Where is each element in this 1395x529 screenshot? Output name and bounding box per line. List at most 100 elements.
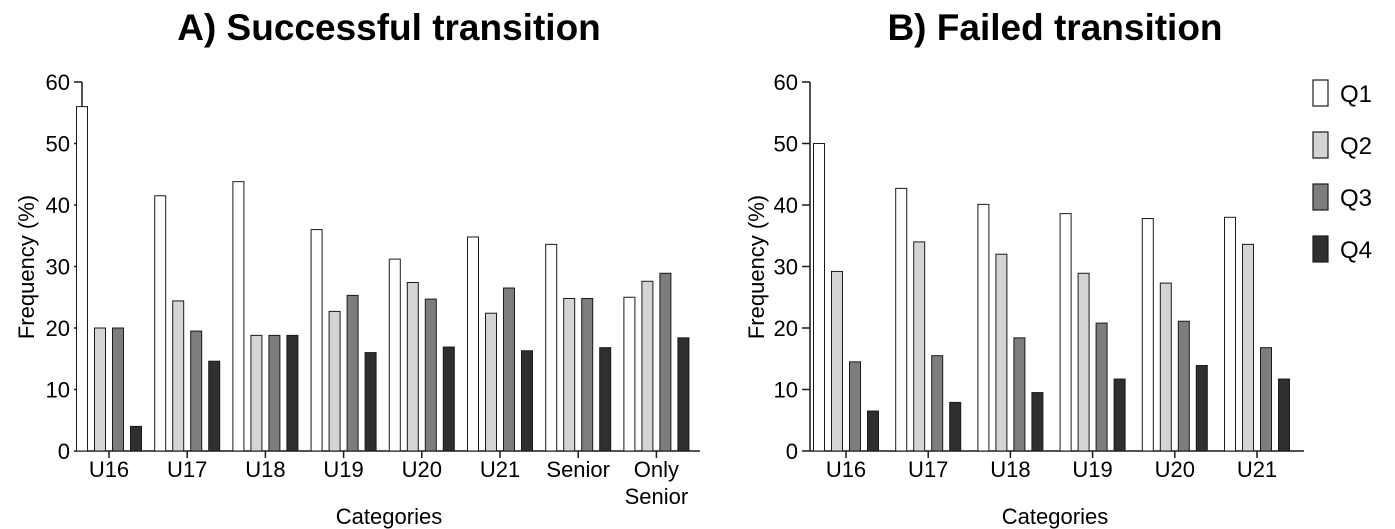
bar-q1-only-senior [623, 296, 636, 452]
bar-q4-u17 [949, 401, 962, 452]
legend-label-q2: Q2 [1340, 133, 1372, 160]
bar-q2-u17 [172, 300, 185, 452]
x-tick-label: U20 [1155, 457, 1195, 482]
bar-q2-u16 [831, 270, 843, 452]
bar-q1-u18 [232, 181, 245, 452]
y-tick-label: 20 [46, 316, 70, 341]
legend-label-q1: Q1 [1340, 81, 1372, 108]
y-tick-label: 10 [774, 378, 798, 403]
x-tick-label: U19 [1072, 457, 1112, 482]
bar-q2-u17 [913, 241, 926, 452]
y-tick-label: 30 [774, 255, 798, 280]
bar-q3-u21 [503, 287, 515, 452]
bar-q2-only-senior [641, 280, 654, 452]
bar-q3-u18 [1013, 337, 1026, 452]
y-tick-label: 50 [774, 132, 798, 157]
bar-q1-u20 [1141, 218, 1154, 452]
bar-q2-u21 [1242, 243, 1254, 452]
legend-label-q4: Q4 [1340, 237, 1372, 264]
y-tick-label: 40 [46, 193, 70, 218]
x-tick-label: U16 [89, 457, 129, 482]
legend: Q1 Q2 Q3 Q4 [1312, 79, 1372, 264]
bar-q3-u19 [1095, 322, 1108, 452]
bar-q4-u21 [521, 350, 533, 452]
bar-q1-u21 [1224, 216, 1236, 452]
bar-q1-u16 [813, 143, 825, 452]
y-tick-label: 20 [774, 316, 798, 341]
bar-q1-u21 [467, 236, 479, 452]
bar-q4-u20 [442, 346, 455, 452]
bar-q3-u17 [931, 355, 944, 452]
x-axis-label-a: Categories [336, 504, 442, 529]
y-tick-label: 50 [46, 132, 70, 157]
y-tick-label: 60 [46, 70, 70, 95]
y-tick-label: 10 [46, 378, 70, 403]
legend-swatch-q4 [1312, 235, 1329, 263]
bar-q4-only-senior [677, 337, 690, 452]
chart-title-b: B) Failed transition [887, 7, 1222, 48]
x-tick-label: U18 [990, 457, 1030, 482]
bar-q3-u16 [112, 327, 124, 452]
legend-swatch-q3 [1312, 183, 1329, 211]
bar-q3-senior [581, 297, 594, 452]
bar-q4-u16 [130, 425, 142, 452]
bar-q1-u16 [76, 106, 88, 452]
bar-q3-u18 [268, 334, 281, 452]
x-axis-label-b: Categories [1002, 504, 1108, 529]
x-tick-label: U19 [323, 457, 363, 482]
bar-q1-u19 [310, 229, 323, 452]
y-tick-label: 40 [774, 193, 798, 218]
x-tick-label: Only Senior [625, 457, 689, 509]
chart-title-a: A) Successful transition [177, 7, 601, 48]
y-axis-label-b: Frequency (%) [744, 195, 769, 339]
legend-swatch-q1 [1312, 79, 1329, 107]
bar-q2-u19 [328, 310, 341, 452]
bar-q3-u20 [1177, 320, 1190, 452]
bar-q4-u21 [1278, 378, 1290, 452]
y-tick-label: 30 [46, 255, 70, 280]
bar-q1-u19 [1059, 213, 1072, 452]
bar-q4-senior [599, 347, 612, 452]
bar-q3-u20 [424, 298, 437, 452]
y-tick-label: 0 [58, 439, 70, 464]
bar-q4-u18 [286, 334, 299, 452]
legend-swatch-q2 [1312, 131, 1329, 159]
bar-q4-u16 [867, 410, 879, 452]
chart-panel-a: A) Successful transition Frequency (%) C… [14, 7, 700, 529]
bar-q4-u20 [1195, 365, 1208, 452]
bar-q1-senior [545, 243, 558, 452]
x-tick-label: U18 [245, 457, 285, 482]
bar-q1-u20 [388, 258, 401, 452]
chart-panel-b: B) Failed transition Frequency (%) Categ… [744, 7, 1304, 529]
x-tick-label: U17 [908, 457, 948, 482]
x-tick-label: U16 [826, 457, 866, 482]
bar-q2-u19 [1077, 272, 1090, 452]
bar-q3-only-senior [659, 272, 672, 452]
x-tick-label: U17 [167, 457, 207, 482]
bar-q4-u17 [208, 360, 221, 452]
bar-q4-u19 [364, 352, 377, 452]
bar-q2-u20 [1159, 282, 1172, 452]
bar-q1-u18 [977, 203, 990, 452]
bar-q2-u16 [94, 327, 106, 452]
bar-q2-u20 [406, 281, 419, 452]
bar-q2-u21 [485, 312, 497, 452]
x-tick-label: Senior [546, 457, 610, 482]
bar-q4-u18 [1031, 392, 1044, 452]
bar-q3-u16 [849, 361, 861, 452]
bar-q1-u17 [895, 187, 908, 452]
bar-q1-u17 [154, 195, 167, 452]
legend-label-q3: Q3 [1340, 185, 1372, 212]
y-tick-label: 0 [786, 439, 798, 464]
bar-q2-senior [563, 297, 576, 452]
x-tick-label: U21 [480, 457, 520, 482]
x-tick-label: U20 [402, 457, 442, 482]
bar-q3-u21 [1260, 347, 1272, 452]
x-tick-label: U21 [1237, 457, 1277, 482]
bar-q2-u18 [250, 334, 263, 452]
bar-q3-u19 [346, 294, 359, 452]
bar-q4-u19 [1113, 378, 1126, 452]
y-tick-label: 60 [774, 70, 798, 95]
y-axis-label-a: Frequency (%) [14, 195, 39, 339]
